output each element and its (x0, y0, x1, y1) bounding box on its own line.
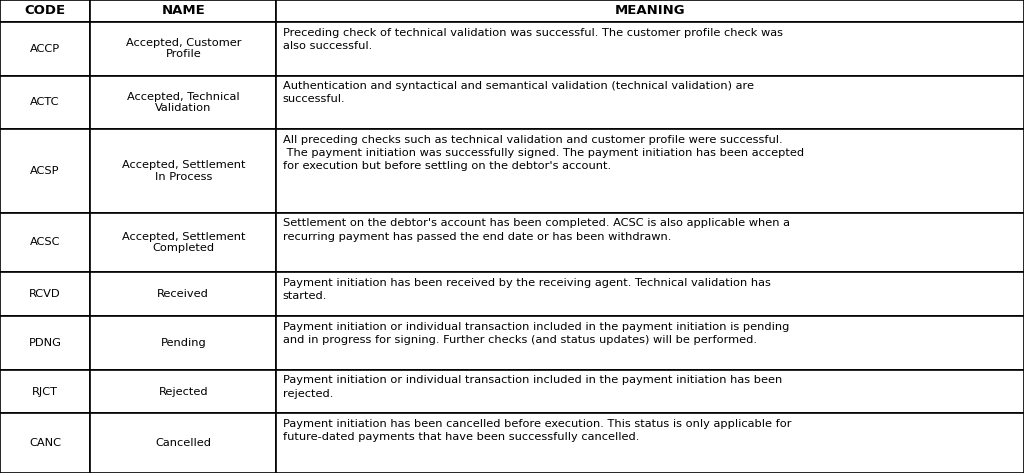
Bar (0, 316, 90, 370)
Text: Accepted, Settlement
Completed: Accepted, Settlement Completed (122, 232, 245, 253)
Text: Payment initiation has been received by the receiving agent. Technical validatio: Payment initiation has been received by … (283, 278, 770, 301)
Text: Authentication and syntactical and semantical validation (technical validation) : Authentication and syntactical and seman… (283, 81, 754, 105)
Bar (0, 0, 90, 22)
Bar (90, 413, 276, 473)
Text: Accepted, Customer
Profile: Accepted, Customer Profile (126, 38, 241, 60)
Text: PDNG: PDNG (29, 338, 61, 348)
Bar (276, 129, 1024, 213)
Bar (90, 213, 276, 272)
Text: CANC: CANC (29, 438, 61, 448)
Text: Rejected: Rejected (159, 386, 208, 396)
Bar (0, 413, 90, 473)
Bar (0, 272, 90, 316)
Bar (90, 22, 276, 76)
Bar (90, 316, 276, 370)
Text: Payment initiation or individual transaction included in the payment initiation : Payment initiation or individual transac… (283, 322, 790, 345)
Text: CODE: CODE (25, 4, 66, 18)
Bar (0, 76, 90, 129)
Text: Payment initiation or individual transaction included in the payment initiation : Payment initiation or individual transac… (283, 376, 782, 399)
Text: MEANING: MEANING (615, 4, 685, 18)
Bar (0, 129, 90, 213)
Text: ACSC: ACSC (30, 237, 60, 247)
Text: ACTC: ACTC (31, 97, 59, 107)
Bar (276, 76, 1024, 129)
Bar (90, 272, 276, 316)
Text: Preceding check of technical validation was successful. The customer profile che: Preceding check of technical validation … (283, 27, 782, 51)
Text: NAME: NAME (162, 4, 205, 18)
Bar (276, 272, 1024, 316)
Text: ACCP: ACCP (30, 44, 60, 54)
Bar (276, 213, 1024, 272)
Text: Accepted, Settlement
In Process: Accepted, Settlement In Process (122, 160, 245, 182)
Text: Received: Received (158, 289, 209, 299)
Bar (276, 0, 1024, 22)
Bar (90, 129, 276, 213)
Text: ACSP: ACSP (31, 166, 59, 176)
Text: Cancelled: Cancelled (156, 438, 211, 448)
Text: Settlement on the debtor's account has been completed. ACSC is also applicable w: Settlement on the debtor's account has b… (283, 219, 790, 242)
Bar (0, 370, 90, 413)
Text: Payment initiation has been cancelled before execution. This status is only appl: Payment initiation has been cancelled be… (283, 419, 792, 442)
Text: Accepted, Technical
Validation: Accepted, Technical Validation (127, 92, 240, 113)
Text: RCVD: RCVD (30, 289, 60, 299)
Bar (276, 22, 1024, 76)
Text: Pending: Pending (161, 338, 206, 348)
Bar (90, 0, 276, 22)
Bar (0, 22, 90, 76)
Bar (276, 370, 1024, 413)
Bar (0, 213, 90, 272)
Text: RJCT: RJCT (32, 386, 58, 396)
Text: All preceding checks such as technical validation and customer profile were succ: All preceding checks such as technical v… (283, 135, 804, 171)
Bar (90, 370, 276, 413)
Bar (90, 76, 276, 129)
Bar (276, 316, 1024, 370)
Bar (276, 413, 1024, 473)
